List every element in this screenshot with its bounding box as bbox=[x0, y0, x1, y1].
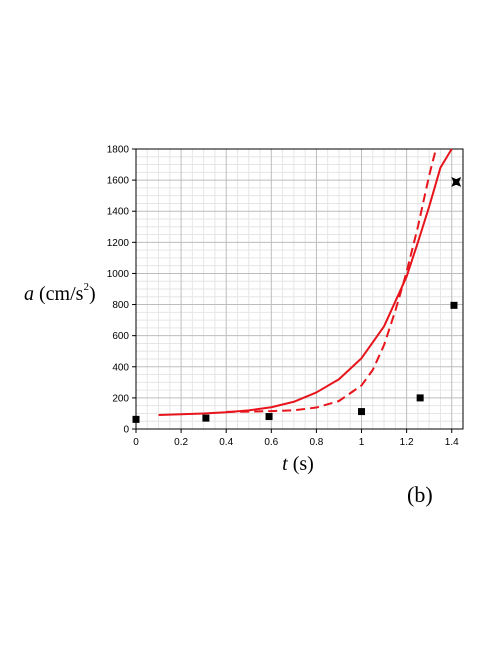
data-point-square bbox=[132, 415, 140, 423]
data-point-square bbox=[202, 414, 210, 422]
y-tick-label: 1400 bbox=[107, 207, 130, 218]
data-point-star-center bbox=[453, 178, 460, 185]
y-tick-label: 400 bbox=[112, 362, 129, 373]
y-tick-label: 1800 bbox=[107, 145, 130, 156]
y-tick-label: 0 bbox=[123, 425, 129, 436]
data-point-square bbox=[265, 413, 273, 421]
dashed-model-curve bbox=[226, 148, 437, 413]
solid-model-curve bbox=[158, 148, 453, 416]
data-point-square bbox=[450, 301, 458, 309]
x-tick-label: 0.2 bbox=[174, 437, 188, 448]
plot-frame bbox=[135, 148, 464, 430]
x-tick-label: 0.8 bbox=[309, 437, 323, 448]
y-tick-label: 800 bbox=[112, 300, 129, 311]
y-tick-label: 1200 bbox=[107, 238, 130, 249]
y-tick-label: 200 bbox=[112, 393, 129, 404]
y-axis-symbol: a bbox=[24, 283, 34, 305]
y-tick-label: 600 bbox=[112, 331, 129, 342]
y-axis-unit-open: (cm/s bbox=[34, 283, 84, 305]
y-axis-unit-close: ) bbox=[89, 283, 96, 305]
y-axis-tick-labels: 0 200 400 600 800 1000 1200 1400 1600 1800 bbox=[107, 145, 130, 436]
y-axis-title: a (cm/s2) bbox=[24, 281, 96, 305]
x-axis-unit: (s) bbox=[288, 453, 314, 475]
x-tick-label: 0.4 bbox=[219, 437, 233, 448]
x-tick-label: 0.6 bbox=[264, 437, 278, 448]
x-axis-symbol: t bbox=[282, 453, 288, 475]
y-tick-label: 1000 bbox=[107, 269, 130, 280]
series-layer bbox=[132, 148, 462, 423]
y-axis-ticks bbox=[132, 148, 136, 430]
x-tick-label: 0 bbox=[133, 437, 139, 448]
data-point-square bbox=[358, 408, 366, 416]
grid-minor bbox=[136, 149, 463, 429]
panel-label: (b) bbox=[407, 482, 433, 507]
x-tick-label: 1.4 bbox=[445, 437, 459, 448]
y-axis-unit-exponent: 2 bbox=[83, 281, 89, 293]
data-point-square bbox=[416, 394, 424, 402]
x-tick-label: 1.2 bbox=[400, 437, 414, 448]
x-tick-label: 1 bbox=[359, 437, 365, 448]
x-axis-title: t (s) bbox=[282, 453, 314, 475]
y-tick-label: 1600 bbox=[107, 176, 130, 187]
x-axis-ticks bbox=[135, 429, 453, 433]
x-axis-tick-labels: 0 0.2 0.4 0.6 0.8 1 1.2 1.4 bbox=[133, 437, 459, 448]
